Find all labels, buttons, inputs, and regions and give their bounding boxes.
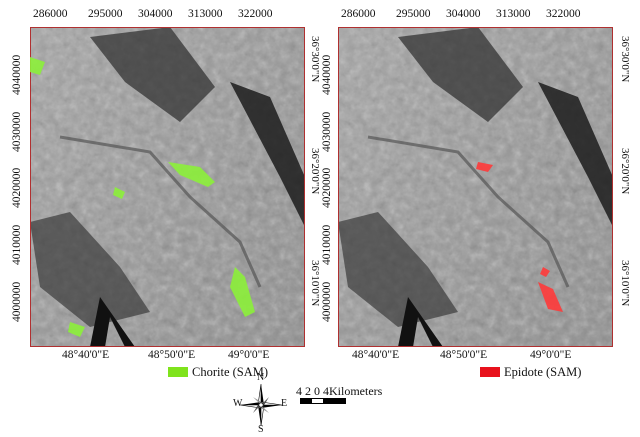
mineral-patch — [540, 267, 550, 277]
legend-swatch — [168, 367, 188, 377]
x-tick: 286000 — [341, 8, 376, 20]
y-tick: 4030000 — [321, 111, 333, 152]
x-tick: 322000 — [546, 8, 581, 20]
dark-region — [230, 82, 305, 227]
river-channel — [90, 297, 135, 347]
dark-region — [338, 212, 458, 327]
lat-tick: 36°10'0"N — [309, 260, 321, 307]
lon-tick: 49°0'0"E — [228, 349, 270, 361]
satellite-raster-left — [30, 27, 305, 347]
y-tick: 4030000 — [11, 111, 23, 152]
valley-line — [59, 135, 262, 288]
valley-line — [367, 135, 570, 288]
x-tick: 313000 — [496, 8, 531, 20]
x-tick: 304000 — [446, 8, 481, 20]
compass-rose-icon — [239, 383, 283, 427]
lat-tick: 36°30'0"N — [309, 36, 321, 83]
dark-region — [538, 82, 613, 227]
compass-n: N — [257, 372, 265, 383]
legend-label: Chorite (SAM) — [192, 364, 269, 379]
legend-swatch — [480, 367, 500, 377]
map-frame — [30, 27, 305, 347]
chlorite-patches — [30, 57, 255, 337]
lon-tick: 48°40'0"E — [62, 349, 110, 361]
x-tick: 295000 — [396, 8, 431, 20]
y-tick: 4040000 — [321, 54, 333, 95]
lat-tick: 36°20'0"N — [309, 148, 321, 195]
lat-tick: 36°30'0"N — [619, 36, 631, 83]
y-tick: 4000000 — [321, 281, 333, 322]
x-tick: 322000 — [238, 8, 273, 20]
scale-label: 4 2 0 4Kilometers — [296, 384, 383, 398]
legend-label: Epidote (SAM) — [504, 364, 582, 379]
scale-bar — [300, 398, 346, 404]
epidote-patches — [476, 162, 563, 312]
lon-tick: 48°50'0"E — [148, 349, 196, 361]
lon-tick: 48°50'0"E — [440, 349, 488, 361]
mineral-patch — [476, 162, 493, 172]
mineral-patch — [230, 267, 255, 317]
y-tick: 4020000 — [321, 167, 333, 208]
river-channel — [398, 297, 443, 347]
y-tick: 4010000 — [321, 224, 333, 265]
mineral-patch — [168, 162, 215, 187]
x-tick: 286000 — [33, 8, 68, 20]
satellite-image-left — [30, 27, 305, 347]
lat-tick: 36°10'0"N — [619, 260, 631, 307]
y-tick: 4010000 — [11, 224, 23, 265]
mineral-patch — [68, 322, 85, 337]
x-tick: 304000 — [138, 8, 173, 20]
lon-tick: 48°40'0"E — [352, 349, 400, 361]
dark-region — [30, 212, 150, 327]
compass-w: W — [233, 398, 243, 409]
lon-tick: 49°0'0"E — [530, 349, 572, 361]
dark-region — [90, 27, 215, 122]
y-tick: 4000000 — [11, 281, 23, 322]
north-arrow: N S W E — [233, 373, 288, 435]
map-frame — [338, 27, 613, 347]
y-tick: 4020000 — [11, 167, 23, 208]
compass-s: S — [258, 424, 264, 435]
y-tick: 4040000 — [11, 54, 23, 95]
x-tick: 313000 — [188, 8, 223, 20]
satellite-image-right — [338, 27, 613, 347]
mineral-patch — [538, 282, 563, 312]
compass-e: E — [281, 398, 288, 409]
dark-region — [398, 27, 523, 122]
lat-tick: 36°20'0"N — [619, 148, 631, 195]
legend-epidote: Epidote (SAM) — [480, 365, 581, 379]
x-tick: 295000 — [88, 8, 123, 20]
mineral-patch — [30, 57, 45, 75]
mineral-patch — [113, 187, 125, 199]
legend-chlorite: Chorite (SAM) — [168, 365, 268, 379]
satellite-raster-right — [338, 27, 613, 347]
